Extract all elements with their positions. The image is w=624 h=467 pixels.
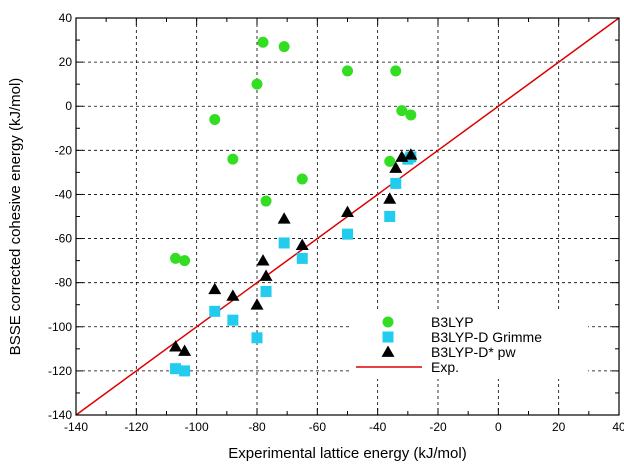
b3lyp-d-pw-point	[169, 340, 183, 352]
b3lyp-point	[209, 113, 221, 125]
data-marks	[169, 36, 418, 377]
b3lyp-d-grimme-point	[390, 177, 402, 189]
b3lyp-d-pw-point	[208, 282, 222, 295]
b3lyp-d-grimme-point	[278, 237, 290, 249]
legend-label: B3LYP-D* pw	[431, 344, 516, 360]
b3lyp-point	[251, 78, 263, 90]
legend-label: B3LYP	[431, 314, 474, 330]
b3lyp-d-pw-point	[277, 212, 291, 224]
b3lyp-point	[384, 155, 396, 167]
x-tick-label: 20	[552, 420, 566, 434]
y-tick-label: -80	[55, 276, 73, 290]
y-tick-label: -20	[55, 143, 73, 157]
b3lyp-d-pw-point	[250, 298, 264, 310]
b3lyp-point	[227, 153, 239, 165]
b3lyp-d-grimme-point	[179, 365, 191, 377]
b3lyp-point	[296, 173, 308, 185]
legend-label: Exp.	[431, 359, 459, 375]
b3lyp-d-grimme-point	[296, 252, 308, 264]
b3lyp-point	[278, 41, 290, 53]
x-axis-label: Experimental lattice energy (kJ/mol)	[228, 445, 466, 462]
b3lyp-d-pw-point	[226, 289, 240, 301]
x-tick-label: -40	[369, 420, 387, 434]
y-tick-label: 40	[59, 11, 73, 25]
b3lyp-d-grimme-point	[251, 332, 263, 344]
b3lyp-d-pw-point	[383, 192, 397, 204]
grid	[76, 18, 619, 415]
b3lyp-point	[342, 65, 353, 77]
b3lyp-d-pw-point	[389, 161, 403, 173]
b3lyp-point	[405, 109, 417, 121]
axis-ticks	[75, 17, 620, 416]
b3lyp-d-pw-point	[259, 269, 273, 281]
b3lyp-d-grimme-point	[384, 211, 396, 222]
x-tick-label: -120	[124, 420, 148, 434]
y-tick-label: -100	[48, 320, 72, 334]
b3lyp-d-pw-point	[341, 205, 354, 217]
x-tick-label: -60	[309, 420, 327, 434]
b3lyp-point	[179, 255, 191, 267]
b3lyp-d-grimme-point	[170, 363, 182, 375]
b3lyp-point	[260, 195, 272, 207]
b3lyp-d-pw-point	[256, 254, 270, 266]
y-tick-label: -140	[48, 408, 72, 422]
b3lyp-d-pw-point	[404, 148, 418, 160]
b3lyp-point	[257, 36, 269, 48]
y-tick-label: -60	[55, 232, 73, 246]
b3lyp-point	[390, 65, 402, 77]
x-tick-label: -140	[64, 420, 88, 434]
b3lyp-d-grimme-point	[227, 314, 239, 326]
b3lyp-d-pw-point	[178, 344, 192, 356]
y-tick-label: -120	[48, 364, 72, 378]
y-tick-label: 0	[65, 99, 72, 113]
x-tick-label: -100	[185, 420, 209, 434]
y-axis-label: BSSE corrected cohesive energy (kJ/mol)	[7, 78, 24, 356]
tick-labels: -140 -120 -100 -80 -60 -40 -20 0 20 40 -140 -120 -10…	[48, 11, 624, 434]
legend-swatch-b3lyp-d-pw-point	[381, 345, 395, 357]
b3lyp-d-grimme-point	[209, 305, 221, 317]
x-tick-label: -80	[248, 420, 266, 434]
x-tick-label: 40	[612, 420, 624, 434]
b3lyp-d-pw-point	[295, 238, 309, 251]
legend-label: B3LYP-D Grimme	[431, 329, 542, 345]
b3lyp-point	[396, 105, 408, 117]
legend-swatch-b3lyp-point	[382, 316, 394, 328]
b3lyp-point	[170, 252, 182, 264]
y-tick-label: -40	[55, 187, 73, 201]
x-tick-label: 0	[495, 420, 502, 434]
b3lyp-d-grimme-point	[342, 228, 353, 240]
b3lyp-d-grimme-point	[260, 285, 272, 297]
x-tick-label: -20	[429, 420, 447, 434]
y-tick-label: 20	[59, 55, 73, 69]
legend-swatch-b3lyp-d-grimme-point	[382, 331, 394, 343]
